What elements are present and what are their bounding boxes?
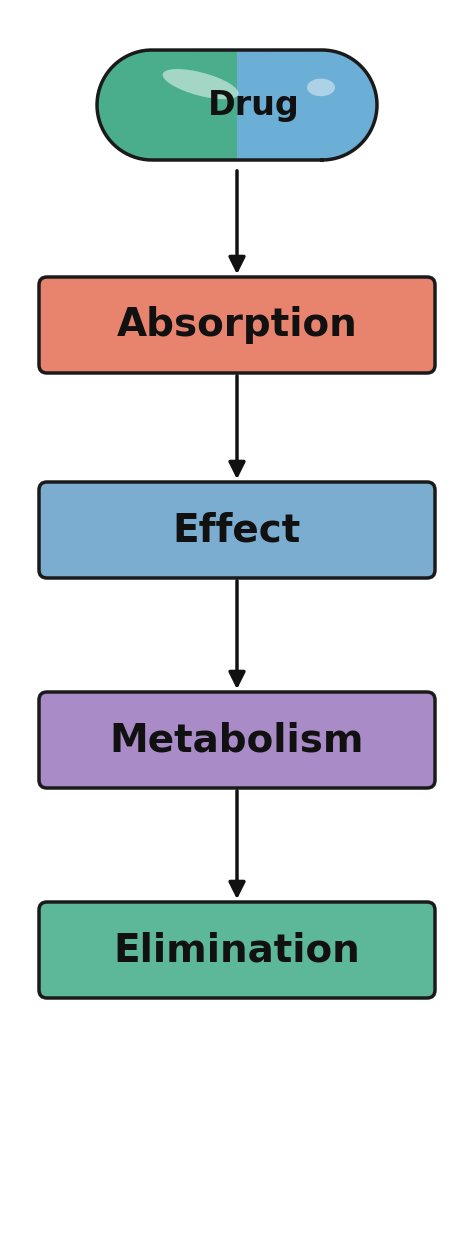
Text: Absorption: Absorption: [117, 306, 357, 344]
FancyBboxPatch shape: [39, 902, 435, 998]
Polygon shape: [322, 50, 377, 160]
FancyBboxPatch shape: [39, 277, 435, 373]
Ellipse shape: [163, 70, 238, 99]
Ellipse shape: [307, 78, 335, 96]
Bar: [152, 50, 237, 160]
Polygon shape: [97, 50, 152, 160]
FancyBboxPatch shape: [39, 482, 435, 578]
Circle shape: [267, 50, 377, 160]
FancyBboxPatch shape: [39, 692, 435, 788]
Circle shape: [97, 50, 207, 160]
Text: Metabolism: Metabolism: [110, 721, 364, 759]
Text: Effect: Effect: [173, 511, 301, 549]
Text: Elimination: Elimination: [114, 931, 360, 970]
Bar: [237, 50, 322, 160]
Text: Drug: Drug: [208, 88, 300, 122]
